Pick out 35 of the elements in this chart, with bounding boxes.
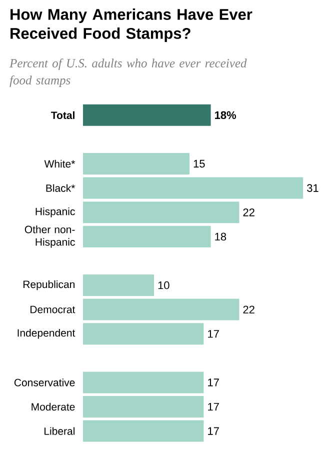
bar [83,104,211,126]
data-label: 31 [307,184,318,192]
y-tick-label: Moderate [32,402,75,411]
bar [83,372,204,394]
data-label: 17 [208,330,219,338]
y-tick-label: Conservative [14,378,75,386]
y-tick-label: Independent [18,328,76,339]
data-label: 17 [208,427,219,435]
bar [83,202,240,224]
chart-title: How Many Americans Have Ever Received Food Stamps? [10,8,252,42]
data-label: 22 [243,208,254,216]
bar [83,323,204,345]
bar [83,298,240,320]
data-label: 18 [215,232,226,241]
y-tick-label: Black* [46,184,76,192]
bar [83,153,190,175]
bar [83,420,204,442]
y-tick-label: White* [44,160,76,168]
chart-subtitle: Percent of U.S. adults who have ever received food stamps [9,58,247,87]
y-tick-label: Democrat [30,306,76,314]
bar [83,274,154,296]
data-label: 15 [194,160,205,168]
y-tick-label: Hispanic [36,207,75,218]
data-label: 17 [208,378,219,386]
y-tick-label: Other non-Hispanic [24,226,75,248]
data-label: 22 [243,306,254,314]
y-tick-label: Total [51,111,74,120]
bar [83,396,204,418]
y-tick-label: Liberal [44,427,74,435]
bar [83,177,304,199]
data-label: 10 [158,281,170,290]
data-label: 18% [215,111,236,120]
data-label: 17 [208,402,219,411]
bar [83,226,211,248]
y-tick-label: Republican [24,280,75,290]
